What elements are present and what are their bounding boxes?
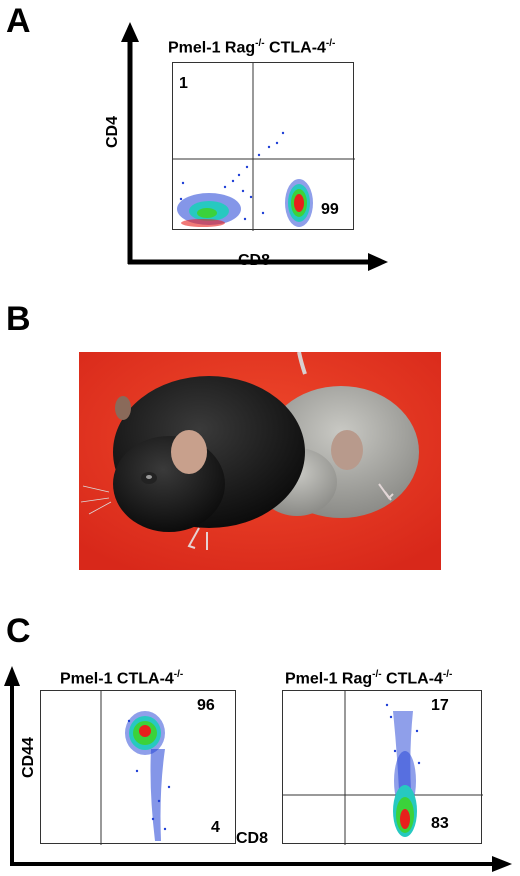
panel-a-pop-dn [177,193,241,227]
panel-c-letter: C [6,612,31,650]
mice-photo-drawing [79,352,441,570]
panel-c-right-plot: 17 83 [282,690,483,845]
panel-c-left-quad-lr: 4 [211,819,220,836]
panel-c-right-title: Pmel-1 Rag-/- CTLA-4-/- [285,669,453,688]
panel-a-quad-lr: 99 [321,201,339,218]
panel-a-title: Pmel-1 Rag-/- CTLA-4-/- [168,38,336,57]
panel-a-density [173,63,355,231]
panel-a-x-label: CD8 [238,252,271,269]
panel-c-left-quad-ur: 96 [197,697,215,714]
panel-a-pop-cd8 [285,179,313,227]
panel-b-letter: B [6,300,31,338]
panel-c-left-pop [125,711,165,841]
panel-c-right-quad-ur: 17 [431,697,449,714]
mice-photo [79,352,441,570]
panel-a-plot: 1 99 [172,62,355,231]
panel-c-left-title: Pmel-1 CTLA-4-/- [60,669,184,688]
panel-c-x-label: CD8 [236,830,269,847]
panel-c-right-density [283,691,483,845]
panel-a-letter: A [6,2,31,40]
panel-c-right-quad-lr: 83 [431,815,449,832]
panel-c-left-density [100,691,171,845]
panel-c-left-plot: 96 4 [40,690,236,845]
panel-c-right-pop [393,711,417,837]
panel-a-quad-ul: 1 [179,75,188,92]
panel-c-y-label: CD44 [20,737,37,778]
